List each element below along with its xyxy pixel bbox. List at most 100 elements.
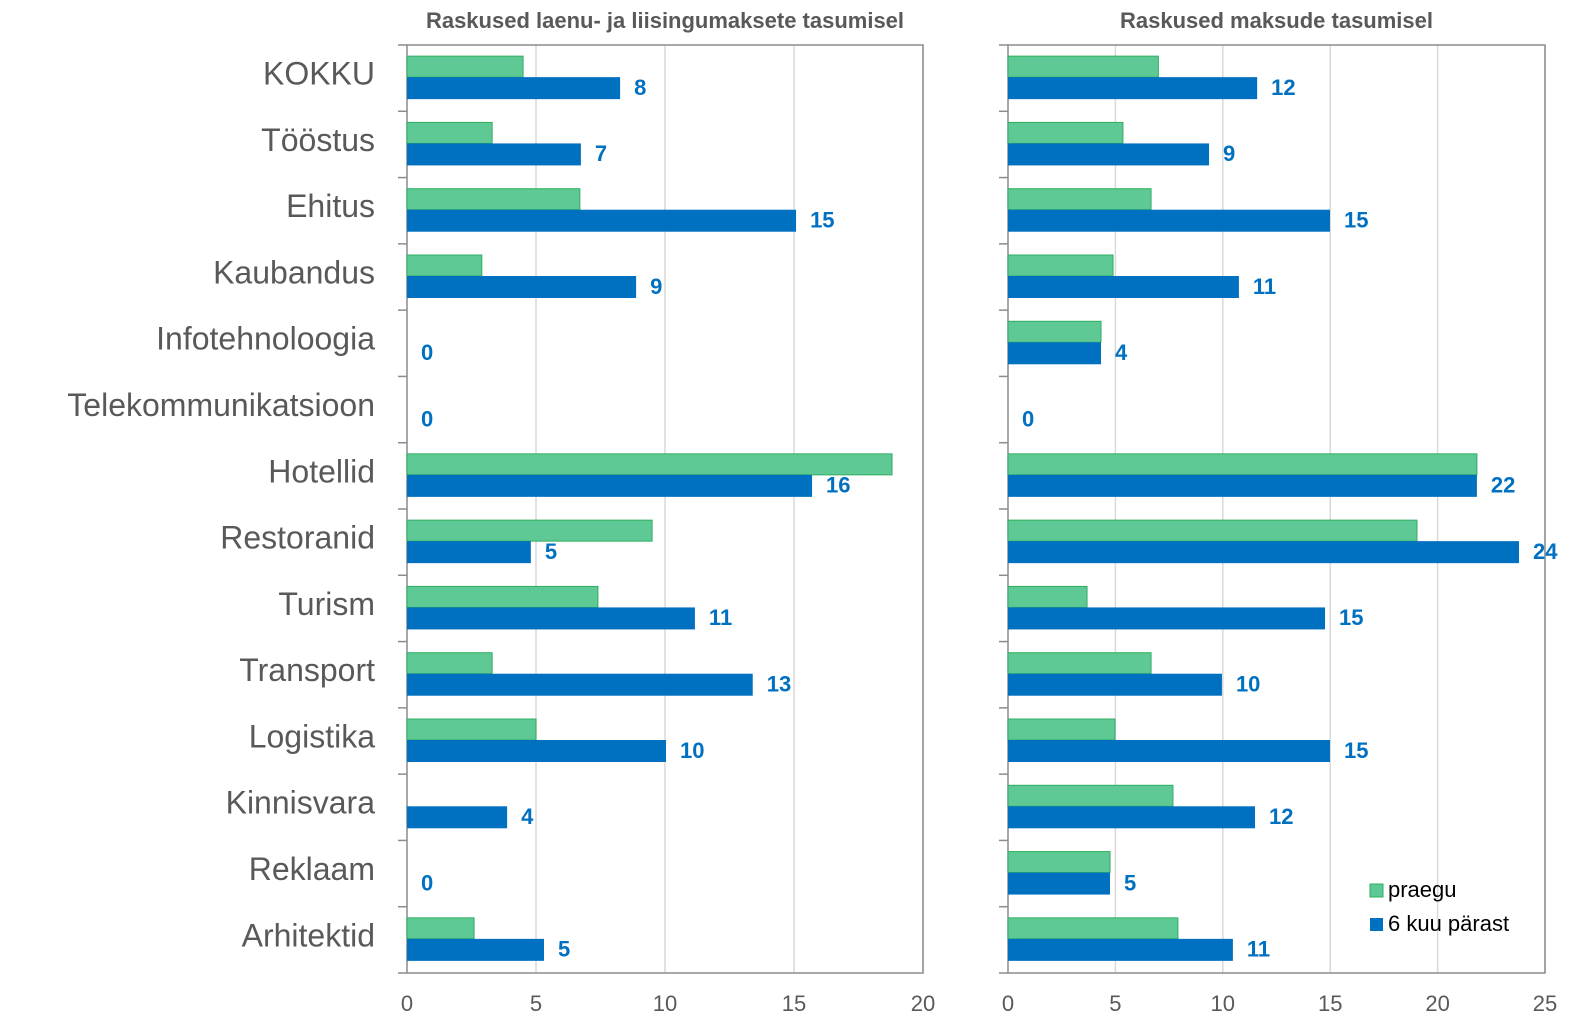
- bar: [1007, 121, 1124, 144]
- data-label: 12: [1271, 75, 1295, 100]
- category-label: Kaubandus: [213, 254, 375, 290]
- bar: [1008, 143, 1210, 166]
- x-tick-label: 20: [1425, 991, 1449, 1016]
- data-label: 16: [826, 473, 850, 498]
- data-label: 5: [558, 937, 570, 962]
- bar: [1008, 541, 1520, 564]
- bar: [407, 77, 621, 100]
- x-tick-label: 10: [653, 991, 677, 1016]
- bar: [1008, 474, 1477, 497]
- bar: [407, 209, 797, 232]
- category-label: Arhitektid: [242, 917, 375, 953]
- data-label: 10: [680, 738, 704, 763]
- category-label: Infotehnoloogia: [156, 321, 375, 357]
- data-label: 24: [1533, 539, 1558, 564]
- bar: [1007, 254, 1114, 277]
- category-label: Restoranid: [220, 520, 375, 556]
- bar: [1007, 652, 1152, 675]
- data-label: 0: [421, 340, 433, 365]
- data-label: 7: [595, 141, 607, 166]
- x-tick-label: 5: [530, 991, 542, 1016]
- bar: [1007, 851, 1111, 874]
- bar: [407, 673, 753, 696]
- data-label: 15: [1339, 605, 1363, 630]
- data-label: 0: [1022, 406, 1034, 431]
- bar: [406, 519, 653, 542]
- bar: [406, 652, 493, 675]
- bar: [406, 55, 524, 78]
- bar: [406, 585, 599, 608]
- bar: [1008, 276, 1239, 298]
- bar: [1007, 188, 1152, 211]
- bar: [407, 276, 637, 298]
- bar: [406, 718, 537, 741]
- bar: [406, 254, 483, 277]
- bar: [1007, 320, 1102, 343]
- category-label: Transport: [239, 652, 375, 688]
- data-label: 5: [1124, 870, 1136, 895]
- category-label: Ehitus: [286, 188, 375, 224]
- bar: [1008, 740, 1330, 762]
- data-label: 15: [1344, 208, 1368, 233]
- data-label: 11: [1253, 274, 1276, 299]
- bar: [1008, 607, 1326, 630]
- data-label: 13: [767, 672, 791, 697]
- legend-label: 6 kuu pärast: [1388, 911, 1509, 936]
- category-label: Turism: [278, 586, 375, 622]
- data-label: 15: [810, 208, 834, 233]
- data-label: 8: [634, 75, 646, 100]
- x-tick-label: 20: [911, 991, 935, 1016]
- data-label: 10: [1236, 672, 1260, 697]
- data-label: 11: [1247, 937, 1270, 962]
- bar: [1007, 917, 1179, 940]
- category-label: Tööstus: [261, 122, 375, 158]
- bar: [406, 917, 475, 940]
- x-tick-label: 0: [401, 991, 413, 1016]
- legend-swatch: [1370, 918, 1383, 931]
- category-label: Kinnisvara: [226, 785, 376, 821]
- bar: [406, 188, 581, 211]
- bar: [1008, 342, 1102, 365]
- data-label: 22: [1491, 473, 1515, 498]
- bar: [407, 541, 531, 564]
- data-label: 9: [650, 274, 662, 299]
- bar: [406, 121, 493, 144]
- bar: [1008, 673, 1222, 696]
- data-label: 4: [521, 804, 534, 829]
- bar: [1008, 872, 1111, 895]
- chart-title: Raskused laenu- ja liisingumaksete tasum…: [426, 8, 904, 33]
- x-tick-label: 25: [1533, 991, 1557, 1016]
- category-label: Logistika: [249, 718, 376, 754]
- x-tick-label: 15: [782, 991, 806, 1016]
- x-tick-label: 0: [1002, 991, 1014, 1016]
- bar: [407, 143, 581, 166]
- bar: [1007, 55, 1159, 78]
- category-label: KOKKU: [263, 56, 375, 92]
- data-label: 0: [421, 870, 433, 895]
- bar: [407, 740, 667, 762]
- chart-title: Raskused maksude tasumisel: [1120, 8, 1433, 33]
- bar: [1007, 519, 1418, 542]
- data-label: 4: [1115, 340, 1128, 365]
- x-tick-label: 15: [1318, 991, 1342, 1016]
- bar: [407, 474, 813, 497]
- bar: [1008, 209, 1330, 232]
- bar: [407, 938, 544, 961]
- bar: [1007, 784, 1174, 807]
- data-label: 11: [709, 605, 732, 630]
- plot-border: [1007, 44, 1546, 974]
- data-label: 0: [421, 406, 433, 431]
- legend-swatch: [1369, 883, 1384, 898]
- bar: [1007, 585, 1088, 608]
- x-tick-label: 10: [1211, 991, 1235, 1016]
- data-label: 12: [1269, 804, 1293, 829]
- category-label: Reklaam: [249, 851, 375, 887]
- category-label: Hotellid: [268, 453, 375, 489]
- data-label: 9: [1223, 141, 1235, 166]
- x-tick-label: 5: [1109, 991, 1121, 1016]
- bar: [1008, 806, 1256, 829]
- bar: [1007, 718, 1116, 741]
- bar: [407, 607, 695, 630]
- bar: [1007, 453, 1478, 476]
